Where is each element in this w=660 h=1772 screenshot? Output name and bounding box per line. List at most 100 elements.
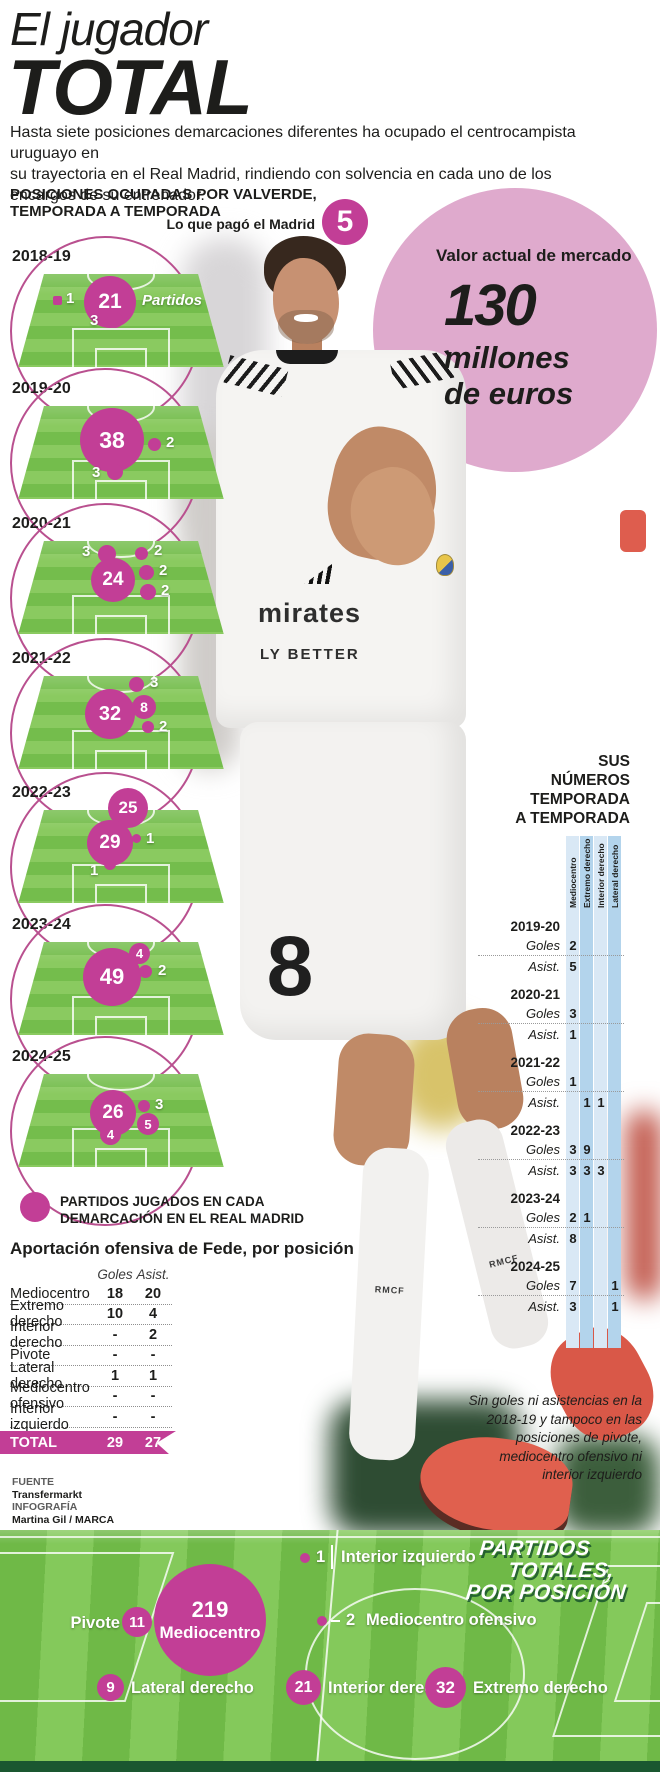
position-bubble: 25 — [108, 788, 148, 828]
positions-section-heading: POSICIONES OCUPADAS POR VALVERDE, TEMPOR… — [10, 186, 317, 220]
position-bubble — [107, 312, 123, 328]
season-label: 2020-21 — [510, 986, 560, 1002]
asist-row: Asist. 3 1 — [528, 1298, 619, 1314]
shorts-number: 8 — [266, 919, 314, 1013]
asist-row: Asist. 1 1 — [528, 1094, 605, 1110]
season-label: 2021-22 — [510, 1054, 560, 1070]
column-stripe — [566, 836, 579, 1348]
row-goles: 1 — [110, 1367, 120, 1384]
season-label: 2023-24 — [510, 1190, 560, 1206]
row-goles: 10 — [106, 1306, 124, 1323]
pitch-top-touchline — [0, 1536, 660, 1538]
market-value-unit-2: de euros — [444, 376, 574, 411]
paid-fee-bubble: 5 — [322, 199, 368, 245]
position-bubble-pivote: 11 — [122, 1607, 152, 1637]
player-smile — [294, 313, 318, 322]
row-asist: - — [150, 1408, 156, 1425]
jersey-sponsor-text: mirates — [258, 598, 362, 628]
pitch-penalty-box — [71, 327, 171, 367]
bubble-value: 2 — [154, 542, 163, 559]
table-row: Pivote - - — [10, 1346, 172, 1366]
row-label: Mediocentro — [10, 1285, 90, 1302]
pitch-goal-box — [95, 348, 147, 367]
goles-row: Goles 1 — [478, 1072, 624, 1092]
pitch-goal-box — [95, 1016, 147, 1035]
column-header: Mediocentro — [568, 857, 578, 908]
numbers-title-line1: SUS — [598, 753, 630, 770]
bubble-value: 3 — [150, 674, 159, 691]
position-bubble — [104, 858, 116, 870]
total-asist: 27 — [144, 1434, 162, 1451]
col-header-asist: Asist. — [136, 1266, 170, 1282]
row-asist: 1 — [148, 1367, 158, 1384]
positions-heading-line1: POSICIONES OCUPADAS POR VALVERDE, — [10, 186, 317, 203]
adidas-logo — [304, 564, 332, 584]
player-hair — [264, 236, 346, 302]
position-bubble: 24 — [91, 558, 135, 602]
intro-line-1: Hasta siete posiciones demarcaciones dif… — [10, 124, 576, 162]
position-bubble — [132, 834, 141, 843]
divider-line — [331, 1545, 333, 1569]
totals-title-line3: POR POSICIÓN — [464, 1581, 628, 1604]
season-block-2022-23: 2022-23 25 29 1 1 — [8, 772, 238, 962]
position-bubble — [142, 721, 154, 733]
column-stripe — [580, 836, 593, 1348]
bubble-value: 2 — [159, 718, 168, 735]
bottom-dark-bar — [0, 1761, 660, 1772]
intro-line-2: su trayectoria en el Real Madrid, rindie… — [10, 166, 552, 204]
pitch-goal-box — [95, 750, 147, 769]
table-row: Lateral derecho 1 1 — [10, 1360, 172, 1392]
pitch-goal-box — [95, 615, 147, 634]
bubble-value: 1 — [66, 290, 75, 307]
numbers-season-group: 2021-22 Goles 1 Asist. 1 1 — [478, 1052, 624, 1112]
label-lateral-derecho: Lateral derecho — [131, 1679, 254, 1697]
offense-table: Goles Asist. Mediocentro 18 20 Extremo d… — [10, 1264, 172, 1433]
position-dot-mediocentro-ofensivo — [317, 1616, 327, 1626]
label-mediocentro-ofensivo: Mediocentro ofensivo — [366, 1611, 537, 1629]
table-row: Interior izquierdo - - — [10, 1401, 172, 1433]
real-madrid-crest — [436, 554, 454, 576]
total-banner: TOTAL 29 27 — [0, 1431, 176, 1454]
page-title: TOTAL — [8, 43, 253, 131]
column-header: Lateral derecho — [610, 844, 620, 908]
column-header: Interior derecho — [596, 843, 606, 908]
numbers-title-line4: A TEMPORADA — [515, 810, 630, 827]
asist-row: Asist. 5 — [528, 958, 577, 974]
player-right-sock: RMCF — [347, 1146, 431, 1462]
season-block-2024-25: 2024-25 26 3 5 4 — [8, 1036, 238, 1226]
bubble-label: Mediocentro — [159, 1623, 261, 1642]
legend-line-1: PARTIDOS JUGADOS EN CADA — [60, 1194, 265, 1209]
position-bubble: 8 — [132, 695, 156, 719]
infographic-author: Martina Gil / MARCA — [12, 1513, 115, 1526]
value-mediocentro-ofensivo: 2 — [346, 1611, 356, 1629]
row-asist: 2 — [148, 1326, 158, 1343]
totals-pitch: PARTIDOS TOTALES, POR POSICIÓN 219 Medio… — [0, 1530, 660, 1772]
asist-row: Asist. 8 — [528, 1230, 577, 1246]
column-stripe — [594, 836, 607, 1348]
numbers-season-group: 2022-23 Goles 3 9 Asist. 3 3 3 — [478, 1120, 624, 1180]
numbers-table-column-headers: Mediocentro Extremo derecho Interior der… — [566, 836, 624, 908]
position-bubble — [53, 296, 62, 305]
row-goles: - — [112, 1326, 118, 1343]
position-bubble — [135, 547, 148, 560]
legend-line-2: DEMARCACIÓN EN EL REAL MADRID — [60, 1211, 305, 1226]
value-interior-izquierdo: 1 — [316, 1548, 326, 1566]
pitch-goal-box — [95, 480, 147, 499]
offense-table-header: Goles Asist. — [10, 1264, 172, 1284]
label-pivote: Pivote — [70, 1614, 120, 1632]
goles-row: Goles 2 — [478, 936, 624, 956]
numbers-table: Mediocentro Extremo derecho Interior der… — [478, 836, 624, 1348]
player-neck — [292, 330, 322, 358]
background-blur-red — [626, 1110, 660, 1300]
offense-table-title: Aportación ofensiva de Fede, por posició… — [10, 1239, 354, 1258]
position-bubble — [148, 438, 161, 451]
row-label: Lateral derecho — [10, 1359, 63, 1392]
row-label: Interior derecho — [10, 1318, 63, 1351]
footnote: Sin goles ni asistencias en la 2018-19 y… — [468, 1393, 642, 1482]
row-asist: 4 — [148, 1306, 158, 1323]
pitch-goal-box — [95, 884, 147, 903]
pitch-goal-box — [95, 1148, 147, 1167]
source-label: FUENTE — [12, 1476, 54, 1488]
position-bubble: 5 — [137, 1113, 159, 1135]
table-row: Interior derecho - 2 — [10, 1319, 172, 1351]
